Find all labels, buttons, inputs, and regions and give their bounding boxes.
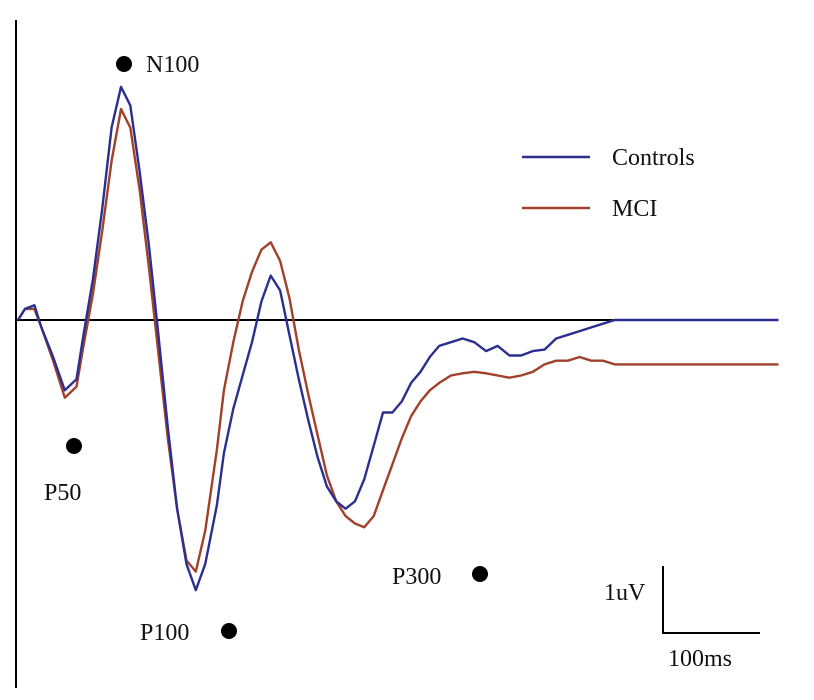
scale-bar-x-label: 100ms xyxy=(668,646,732,672)
annotation-p100: P100 xyxy=(140,620,237,646)
series-group xyxy=(16,85,779,592)
annotation-p50: P50 xyxy=(44,438,82,506)
series-line-mci xyxy=(16,107,779,573)
scale-bar-y-label: 1uV xyxy=(604,580,646,606)
legend: Controls MCI xyxy=(522,145,695,222)
scale-bar: 1uV 100ms xyxy=(604,566,760,672)
annotation-label-p50: P50 xyxy=(44,480,81,506)
annotation-label-p100: P100 xyxy=(140,620,189,646)
annotation-dot-n100 xyxy=(116,56,132,72)
legend-label-mci: MCI xyxy=(612,196,657,222)
annotation-dot-p100 xyxy=(221,623,237,639)
annotation-p300: P300 xyxy=(392,564,488,590)
annotation-dot-p300 xyxy=(472,566,488,582)
annotation-n100: N100 xyxy=(116,52,199,78)
annotation-dot-p50 xyxy=(66,438,82,454)
series-line-controls xyxy=(16,85,779,592)
annotation-label-n100: N100 xyxy=(146,52,199,78)
legend-label-controls: Controls xyxy=(612,145,695,171)
annotation-label-p300: P300 xyxy=(392,564,441,590)
